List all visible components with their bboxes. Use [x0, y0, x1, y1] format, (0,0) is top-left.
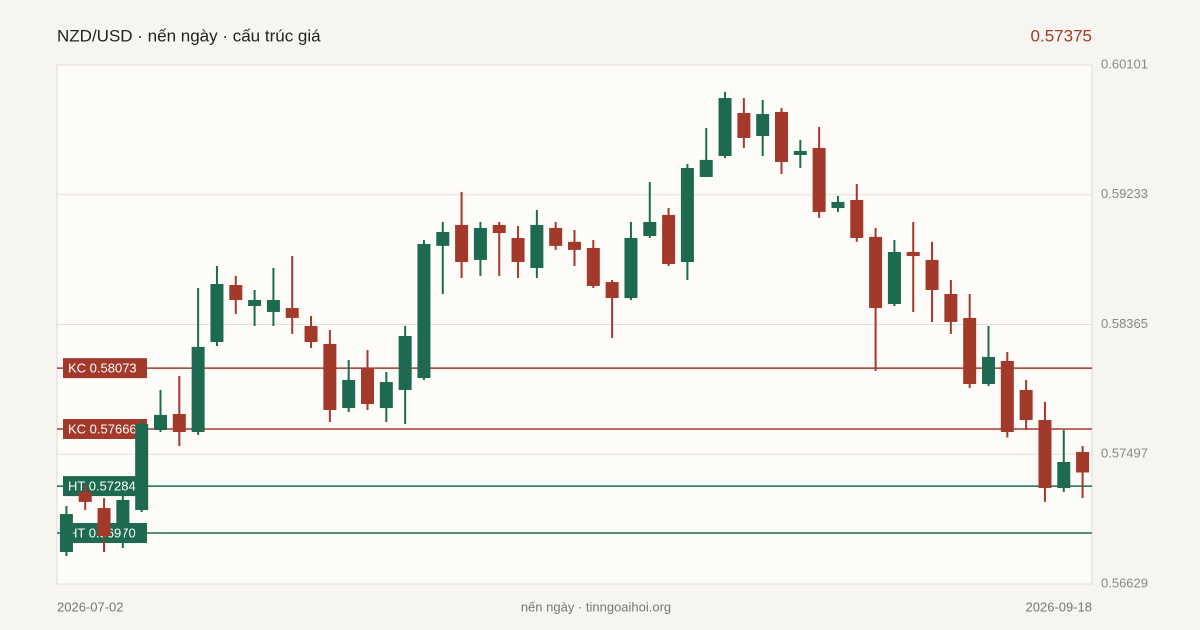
- candle-body: [793, 150, 807, 155]
- candle-body: [116, 499, 130, 525]
- y-tick-label: 0.57497: [1101, 446, 1148, 461]
- last-price: 0.57375: [1031, 26, 1092, 45]
- candle-body: [436, 231, 450, 246]
- candle-body: [718, 98, 732, 157]
- level-label: HT 0.57284: [68, 479, 136, 494]
- y-tick-label: 0.58365: [1101, 316, 1148, 331]
- candle-body: [944, 294, 958, 322]
- level-label-box: [63, 418, 147, 439]
- candle-body: [586, 247, 600, 286]
- candle-body: [850, 199, 864, 238]
- candle-body: [831, 201, 845, 209]
- candle-body: [361, 367, 374, 405]
- level-label-box: [63, 476, 147, 497]
- candle-body: [756, 114, 770, 137]
- candle-body: [925, 259, 939, 290]
- candle-body: [906, 252, 920, 257]
- y-tick-label: 0.59233: [1101, 186, 1148, 201]
- candle-body: [643, 221, 657, 237]
- candle-body: [1076, 452, 1090, 473]
- candle-body: [775, 111, 788, 163]
- chart-title: NZD/USD · nến ngày · cấu trúc giá: [57, 26, 321, 45]
- candle-body: [869, 236, 883, 309]
- x-tick-label: 2026-09-18: [1026, 599, 1093, 614]
- y-tick-label: 0.56629: [1101, 575, 1148, 590]
- candle-body: [210, 283, 224, 342]
- candle-body: [812, 147, 826, 212]
- candle-body: [304, 325, 318, 342]
- candle-body: [624, 237, 638, 299]
- level-label: KC 0.58073: [68, 361, 137, 376]
- candle-body: [59, 514, 73, 553]
- candle-body: [1057, 462, 1071, 489]
- candle-body: [473, 227, 487, 260]
- candle-body: [568, 241, 581, 250]
- candle-body: [530, 224, 544, 268]
- candle-body: [549, 227, 563, 246]
- candle-body: [680, 167, 694, 263]
- candle-body: [135, 424, 149, 511]
- candle-body: [1000, 360, 1014, 432]
- level-label: KC 0.57666: [68, 421, 137, 436]
- candle-body: [963, 317, 977, 384]
- candle-body: [492, 224, 506, 234]
- candle-body: [605, 282, 619, 299]
- candle-body: [323, 343, 337, 411]
- candle-body: [342, 379, 356, 409]
- candle-body: [229, 285, 243, 300]
- candle-body: [511, 237, 525, 263]
- candle-body: [285, 308, 299, 318]
- candle-body: [266, 299, 280, 312]
- x-tick-label: 2026-07-02: [57, 599, 124, 614]
- candle-body: [455, 224, 469, 263]
- candle-body: [172, 414, 186, 432]
- candle-body: [417, 243, 431, 379]
- candle-body: [248, 299, 262, 306]
- footer: nến ngày · tinngoaihoi.org: [521, 599, 671, 614]
- candle-body: [78, 491, 92, 502]
- candle-body: [982, 356, 995, 384]
- candle-body: [191, 346, 205, 432]
- level-label-box: [63, 358, 147, 379]
- candle-body: [737, 112, 751, 138]
- candle-body: [887, 252, 901, 305]
- candle-body: [154, 414, 167, 431]
- candle-body: [1038, 420, 1052, 489]
- candle-body: [398, 336, 412, 390]
- candle-body: [662, 214, 676, 264]
- y-tick-label: 0.60101: [1101, 56, 1148, 71]
- candle-body: [97, 508, 111, 537]
- candle-body: [379, 382, 393, 409]
- candle-body: [699, 159, 713, 177]
- candle-body: [1019, 389, 1033, 421]
